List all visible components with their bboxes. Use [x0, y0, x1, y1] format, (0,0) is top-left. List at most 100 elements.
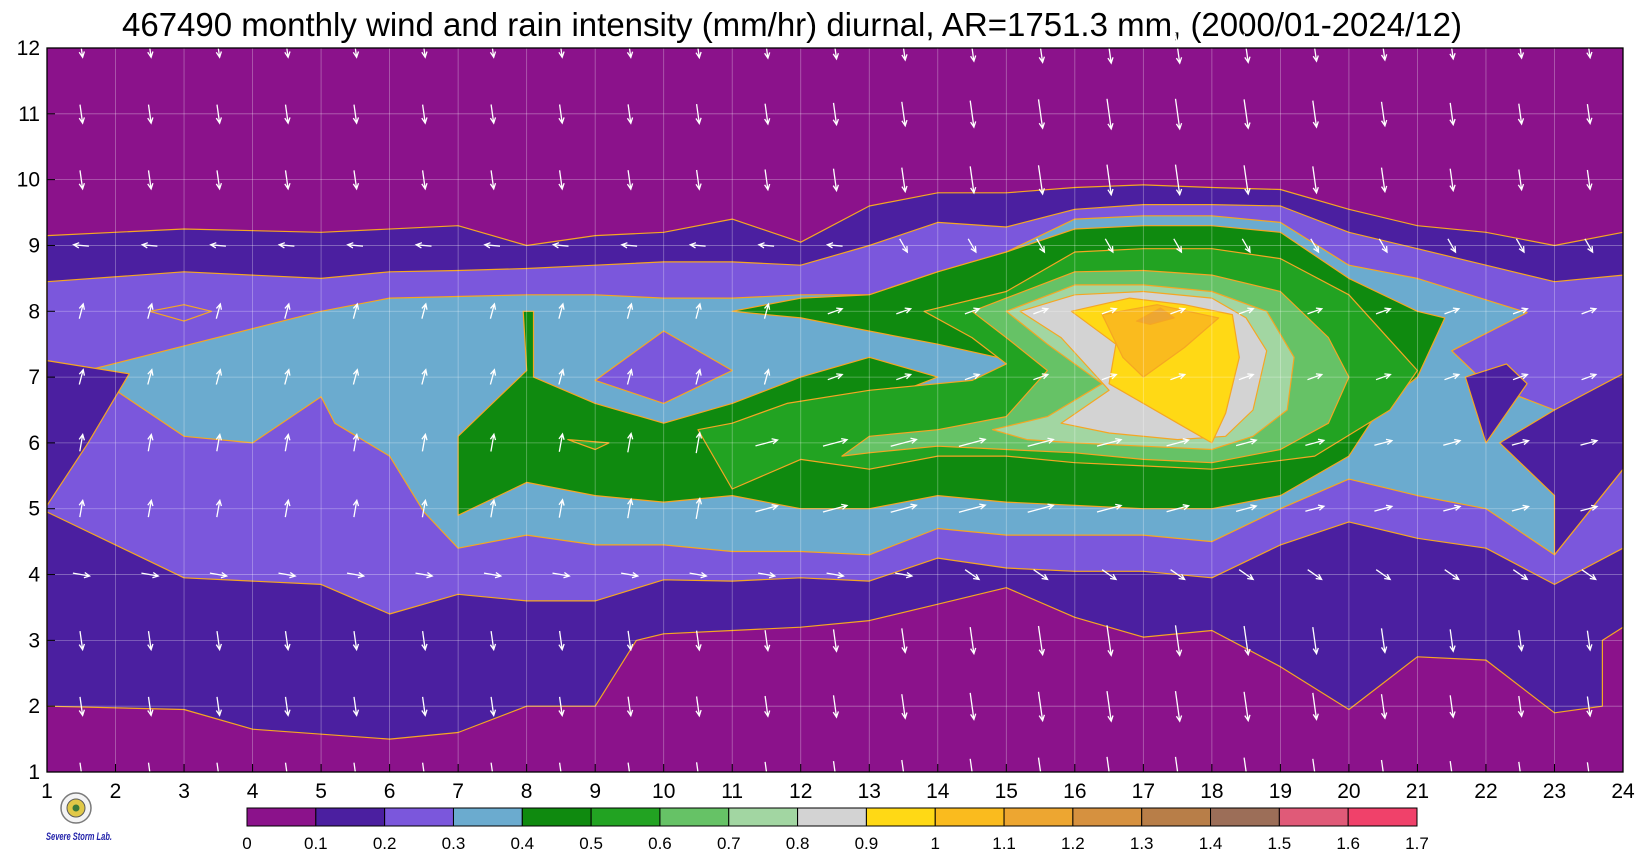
wind-arrow [72, 242, 89, 249]
wind-arrow [489, 170, 497, 191]
contour-feature-2 [1464, 363, 1528, 444]
colorbar-tick-label: 0 [242, 834, 251, 853]
wind-arrow [1037, 165, 1046, 196]
wind-arrow [421, 498, 428, 518]
wind-arrow [832, 168, 840, 193]
colorbar-swatch [1072, 807, 1143, 827]
y-tick-label: 9 [28, 234, 40, 257]
wind-arrow [958, 503, 987, 513]
wind-arrow [1375, 373, 1392, 381]
wind-arrow [757, 242, 775, 249]
wind-arrow [1173, 238, 1183, 254]
contour-feature-4 [594, 330, 733, 404]
x-tick-label: 6 [384, 780, 396, 803]
wind-arrow [895, 571, 914, 579]
wind-arrow [558, 630, 565, 652]
colorbar-tick-label: 1.6 [1336, 834, 1360, 853]
logo-text: Severe Storm Lab. [46, 831, 112, 843]
wind-arrow [78, 104, 86, 125]
wind-arrow [284, 170, 291, 191]
wind-arrow [1449, 168, 1456, 193]
wind-arrow [215, 433, 223, 452]
wind-arrow [695, 302, 702, 319]
x-tick-label: 4 [247, 780, 259, 803]
colorbar-swatch [728, 807, 799, 827]
wind-arrow [1443, 504, 1462, 512]
colorbar-tick-label: 1.1 [992, 834, 1016, 853]
wind-arrow [969, 692, 977, 721]
wind-arrow [209, 571, 229, 579]
wind-arrow [832, 695, 840, 719]
wind-arrow [1238, 307, 1255, 315]
wind-arrow [78, 696, 86, 717]
wind-arrow [1580, 504, 1599, 512]
wind-arrow [1312, 692, 1319, 721]
wind-arrow [689, 571, 708, 579]
contour-band-11 [1135, 307, 1175, 325]
wind-arrow [215, 104, 223, 125]
lab-logo: Severe Storm Lab. [46, 792, 112, 843]
wind-arrow [826, 571, 845, 579]
wind-arrow [757, 571, 777, 579]
x-tick-label: 16 [1063, 780, 1086, 803]
wind-arrow [1517, 169, 1525, 192]
wind-arrow [1380, 628, 1388, 654]
wind-arrow [1027, 503, 1055, 513]
wind-arrow [827, 307, 844, 315]
wind-arrow [1512, 307, 1529, 315]
wind-arrow [1378, 238, 1388, 254]
y-tick-label: 7 [28, 366, 40, 389]
x-tick-label: 12 [789, 780, 812, 803]
colorbar-tick-label: 1.4 [1199, 834, 1223, 853]
wind-arrow [78, 368, 86, 385]
wind-arrow [1375, 569, 1392, 581]
wind-arrow [1581, 307, 1598, 315]
wind-arrow [1586, 169, 1593, 191]
colorbar-tick-label: 0.4 [510, 834, 534, 853]
x-tick-label: 24 [1611, 780, 1635, 803]
wind-arrow [695, 630, 702, 652]
wind-arrow [78, 498, 86, 518]
wind-arrow [1243, 625, 1251, 657]
wind-arrow [215, 302, 223, 319]
wind-arrow [1235, 504, 1258, 513]
wind-arrow [832, 629, 840, 653]
wind-arrow [620, 242, 638, 249]
wind-arrow [695, 431, 703, 454]
wind-arrow [1443, 438, 1462, 446]
contour-feature-5 [149, 304, 213, 322]
colorbar-swatch [1347, 807, 1418, 827]
wind-arrow [695, 104, 702, 125]
wind-arrow [414, 242, 432, 249]
wind-arrows [72, 32, 1599, 789]
y-tick-label: 1 [28, 761, 40, 784]
wind-arrow [1307, 373, 1324, 381]
wind-arrow [1166, 438, 1191, 447]
wind-arrow [1037, 691, 1046, 723]
wind-arrow [277, 242, 295, 249]
wind-arrow [1106, 98, 1114, 131]
wind-arrow [1166, 504, 1191, 513]
wind-arrow [626, 368, 634, 385]
wind-arrow [147, 696, 154, 717]
wind-arrow [827, 373, 844, 381]
wind-arrow [1305, 504, 1326, 512]
wind-arrow [620, 571, 640, 579]
wind-arrow [558, 302, 565, 319]
wind-arrow [1586, 630, 1593, 652]
y-tick-label: 2 [28, 695, 40, 718]
wind-arrow [1101, 569, 1118, 581]
wind-arrow [421, 104, 428, 125]
wind-arrow [1374, 504, 1394, 512]
x-tick-label: 22 [1474, 780, 1497, 803]
wind-arrow [1312, 100, 1319, 129]
wind-arrow [215, 170, 223, 191]
wind-arrow [78, 631, 86, 652]
wind-arrow [627, 432, 634, 453]
wind-arrow [1174, 164, 1183, 197]
wind-arrow [1101, 307, 1118, 315]
wind-arrow [209, 242, 226, 249]
wind-arrow [964, 373, 981, 381]
wind-arrow [1444, 307, 1461, 315]
wind-arrow [78, 433, 86, 452]
